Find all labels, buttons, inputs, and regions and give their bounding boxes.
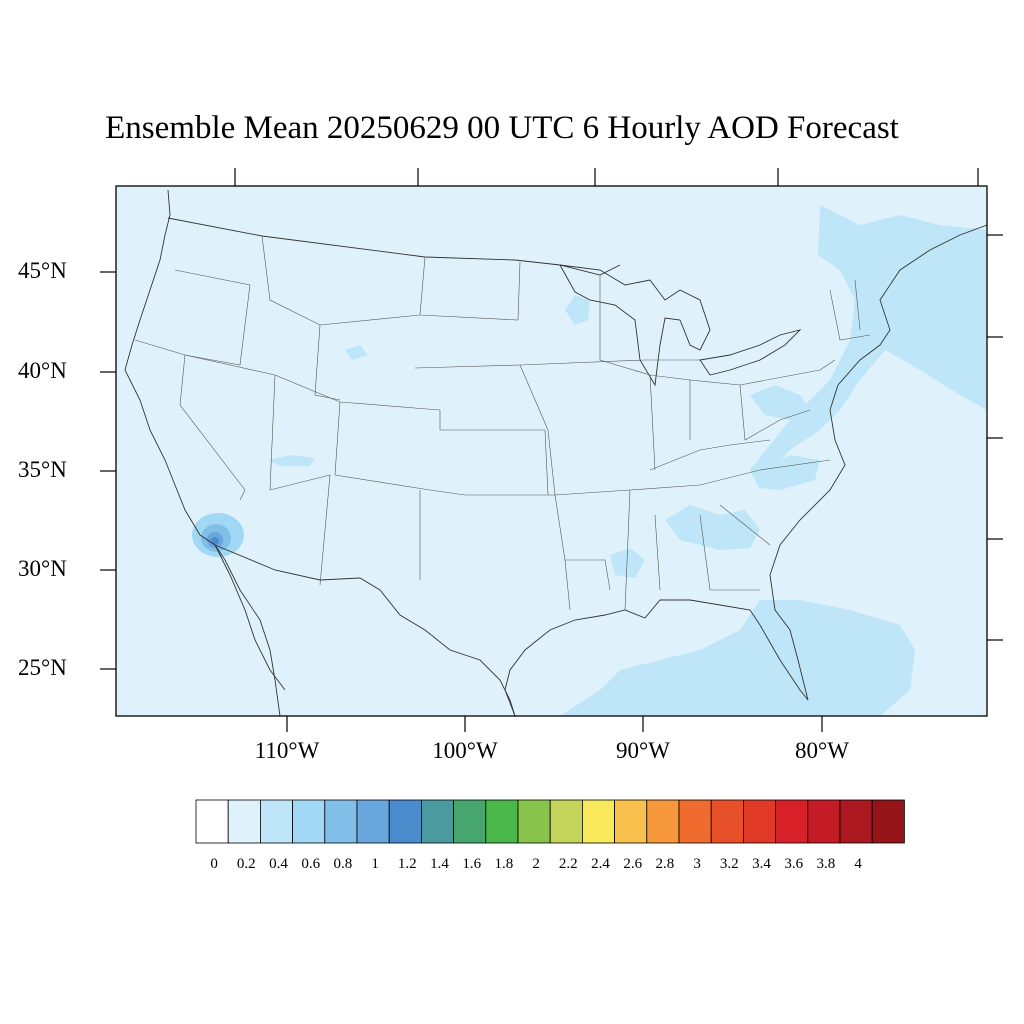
colorbar-box [420, 799, 454, 844]
colorbar-box [807, 799, 841, 844]
colorbar-box [356, 799, 390, 844]
colorbar-label: 3.4 [752, 856, 771, 872]
colorbar-box [614, 799, 648, 844]
colorbar-label: 3.8 [816, 856, 836, 872]
colorbar-box [775, 799, 809, 844]
colorbar-box [549, 799, 583, 844]
colorbar-label: 1.6 [462, 856, 482, 872]
aod-region-mississippi [610, 548, 645, 578]
colorbar-box [710, 799, 744, 844]
colorbar-label: 0.2 [236, 856, 256, 872]
lon-label-90: 90°W [616, 738, 670, 763]
aod-region-southeast [665, 505, 760, 550]
colorbar-label: 4 [854, 856, 862, 872]
colorbar-label: 2.8 [655, 856, 675, 872]
colorbar-box [871, 799, 905, 844]
colorbar-label: 0.8 [333, 856, 353, 872]
bottom-ticks [286, 716, 823, 732]
colorbar-label: 2.6 [623, 856, 643, 872]
aod-region-wisconsin [565, 295, 590, 325]
colorbar-box [453, 799, 487, 844]
aod-region-utah [268, 455, 315, 466]
colorbar-label: 1 [371, 856, 379, 872]
colorbar-box [324, 799, 358, 844]
colorbar-label: 1.8 [494, 856, 514, 872]
lon-label-80: 80°W [795, 738, 849, 763]
colorbar-box [259, 799, 293, 844]
colorbar-label: 0.6 [301, 856, 321, 872]
colorbar-label: 0 [210, 856, 218, 872]
mexico-border [214, 544, 516, 716]
colorbar-label: 2 [532, 856, 540, 872]
lat-label-30: 30°N [18, 556, 67, 581]
aod-region-atlantic [750, 205, 987, 490]
colorbar-label: 1.2 [397, 856, 417, 872]
aod-region-wyoming [345, 345, 368, 360]
lon-label-110: 110°W [254, 738, 320, 763]
aod-region-gulf [560, 600, 915, 716]
colorbar-label: 3 [693, 856, 701, 872]
colorbar [195, 799, 905, 844]
colorbar-box [485, 799, 519, 844]
left-ticks [100, 271, 116, 670]
colorbar-box [582, 799, 616, 844]
colorbar-box [743, 799, 777, 844]
colorbar-label: 1.4 [430, 856, 449, 872]
atlantic-coastline [769, 224, 987, 611]
lon-label-100: 100°W [432, 738, 498, 763]
aod-region-midatlantic [750, 385, 810, 420]
lat-label-45: 45°N [18, 258, 67, 283]
pacific-coastline [124, 189, 281, 716]
colorbar-box [227, 799, 261, 844]
colorbar-label: 0.4 [269, 856, 288, 872]
aod-plume-core [211, 537, 219, 545]
map-frame [115, 185, 988, 717]
colorbar-label: 2.2 [558, 856, 578, 872]
colorbar-box [839, 799, 873, 844]
lat-label-35: 35°N [18, 457, 67, 482]
colorbar-box [292, 799, 326, 844]
lat-label-25: 25°N [18, 655, 67, 680]
colorbar-box [646, 799, 680, 844]
colorbar-box [195, 799, 229, 844]
great-lakes [559, 264, 711, 387]
colorbar-box [388, 799, 422, 844]
colorbar-label: 2.4 [591, 856, 610, 872]
top-ticks [234, 168, 979, 186]
map-title: Ensemble Mean 20250629 00 UTC 6 Hourly A… [105, 110, 899, 146]
right-ticks [987, 234, 1003, 641]
colorbar-box [678, 799, 712, 844]
colorbar-label: 3.2 [719, 856, 739, 872]
colorbar-box [517, 799, 551, 844]
lat-label-40: 40°N [18, 358, 67, 383]
baja-coastline [214, 544, 286, 691]
gulf-coastline [504, 599, 809, 716]
colorbar-label: 3.6 [784, 856, 804, 872]
state-lines [134, 235, 871, 611]
